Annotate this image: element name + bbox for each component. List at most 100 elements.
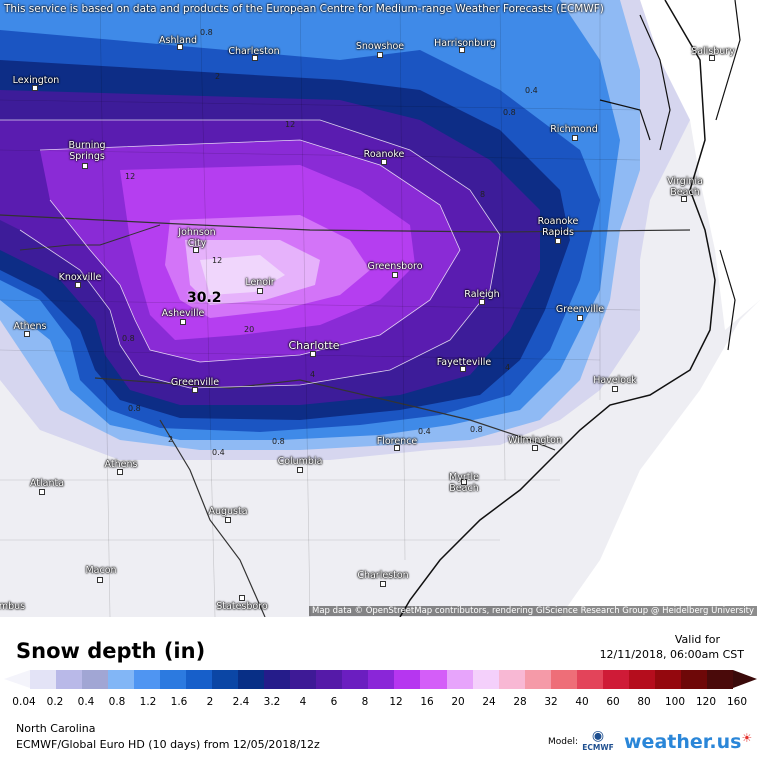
contour-label: 8 [480,190,486,199]
city-label-charlotte: Charlotte [288,339,340,352]
scale-swatch [212,670,239,689]
scale-tick-label: 40 [575,696,589,708]
scale-swatch [186,670,213,689]
max-snow-value: 30.2 [187,290,222,306]
scale-swatch [394,670,421,689]
scale-swatch [368,670,395,689]
city-label-columbia: Columbia [277,456,323,467]
scale-tick-label: 160 [726,696,748,708]
city-dot [97,577,103,583]
city-dot [32,85,38,91]
city-label-roanoke: Roanoke [363,149,405,160]
scale-swatch [472,670,499,689]
map-canvas [0,0,760,617]
scale-tick-label: 120 [695,696,717,708]
city-dot [39,489,45,495]
scale-tick-label: 0.8 [108,696,126,708]
city-label-myrtle-beach: Myrtle Beach [449,472,479,494]
city-dot [117,469,123,475]
scale-swatch [524,670,551,689]
scale-tick-label: 6 [330,696,338,708]
contour-label: 4 [310,370,316,379]
scale-swatch [316,670,343,689]
city-dot [177,44,183,50]
city-label-burning-springs: Burning Springs [68,140,106,162]
city-dot [310,351,316,357]
scale-swatch [342,670,369,689]
city-dot [612,386,618,392]
sun-icon: ☀ [741,731,753,745]
scale-swatch [238,670,265,689]
scale-ticks: 0.04 0.2 0.4 0.8 1.2 1.6 2 2.4 3.2 4 6 8 12 16 20 24 28 3… [12,696,756,710]
city-label-augusta: Augusta [208,506,248,517]
weather-us-logo[interactable]: weather.us☀ [624,731,752,753]
region-label: North Carolina [16,722,96,735]
city-dot [239,595,245,601]
scale-tick-label: 24 [482,696,496,708]
city-label-snowshoe: Snowshoe [355,41,405,52]
scale-tick-label: 8 [361,696,369,708]
contour-label: 4 [505,363,511,372]
city-dot [460,366,466,372]
city-label-athens-tn: Athens [13,321,47,332]
city-dot [461,479,467,485]
contour-label: 2 [168,435,174,444]
scale-tick-label: 2.4 [232,696,250,708]
scale-swatch [420,670,447,689]
city-label-salisbury: Salisbury [691,46,735,57]
contour-label: 0.8 [122,334,135,343]
contour-label: 0.4 [525,86,538,95]
city-label-virginia-beach: Virginia Beach [667,176,703,198]
scale-swatch [56,670,83,689]
city-label-richmond: Richmond [550,124,598,135]
scale-tick-label: 0.04 [12,696,36,708]
scale-swatch [550,670,577,689]
contour-label: 0.8 [128,404,141,413]
scale-swatch [264,670,291,689]
contour-label: 0.8 [200,28,213,37]
brand-text: weather.us [624,731,742,753]
scale-swatch [628,670,655,689]
scale-arrow-right [733,670,757,688]
scale-swatch [498,670,525,689]
scale-swatch [680,670,707,689]
contour-label: 0.8 [272,437,285,446]
map-attribution: Map data © OpenStreetMap contributors, r… [309,606,757,616]
city-dot [297,467,303,473]
contour-label: 2 [215,72,221,81]
city-dot [394,445,400,451]
city-label-statesboro: Statesboro [216,601,268,612]
scale-tick-label: 20 [451,696,465,708]
ecmwf-logo[interactable]: ◉ ECMWF [580,729,616,752]
ecmwf-logo-text: ECMWF [582,743,614,752]
city-dot [459,47,465,53]
city-label-harrisonburg: Harrisonburg [434,38,496,49]
scale-swatch [446,670,473,689]
city-dot [381,159,387,165]
scale-tick-label: 2 [206,696,214,708]
city-label-greenville-nc: Greenville [555,304,605,315]
scale-arrow-left [4,670,30,688]
city-label-charleston-sc: Charleston [357,570,409,581]
scale-tick-label: 28 [513,696,527,708]
snow-depth-map[interactable]: This service is based on data and produc… [0,0,760,617]
city-dot [555,238,561,244]
model-run-label: ECMWF/Global Euro HD (10 days) from 12/0… [16,738,320,751]
scale-swatch [654,670,681,689]
city-dot [82,163,88,169]
ecmwf-notice: This service is based on data and produc… [4,3,604,15]
scale-swatch [160,670,187,689]
contour-label: 0.4 [212,448,225,457]
scale-swatch [82,670,109,689]
city-dot [681,196,687,202]
city-label-lexington: Lexington [12,75,60,86]
city-dot [225,517,231,523]
city-label-havelock: Havelock [593,375,637,386]
color-scale [30,670,733,689]
city-dot [192,387,198,393]
valid-label: Valid for [674,633,720,646]
scale-tick-label: 32 [544,696,558,708]
legend-panel: Snow depth (in) Valid for 12/11/2018, 06… [0,617,760,760]
city-dot [75,282,81,288]
city-label-greenville-sc: Greenville [170,377,220,388]
